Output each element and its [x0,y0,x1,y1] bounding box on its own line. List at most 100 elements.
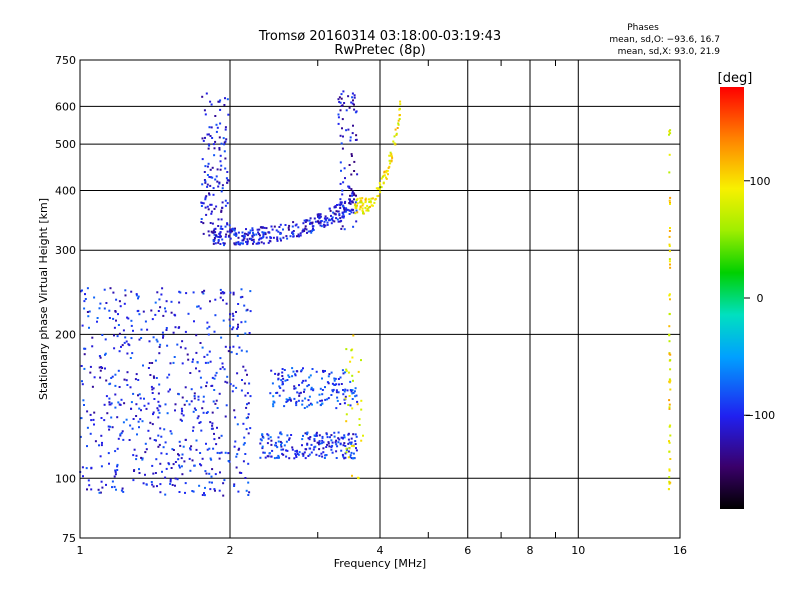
data-point [343,402,346,405]
data-point [86,488,88,491]
data-point [367,206,370,209]
data-point [199,307,202,310]
data-point [210,212,213,215]
data-point [103,307,106,310]
data-point [206,185,209,188]
data-point [162,446,165,449]
data-point [331,217,333,220]
data-point [224,415,227,418]
data-point [209,100,212,103]
data-point [344,177,346,180]
data-point [265,227,268,230]
data-point [214,489,216,492]
data-point [668,294,671,297]
data-point [219,367,222,370]
data-point [398,118,401,120]
data-point [98,491,101,494]
data-point [159,491,162,494]
data-point [80,365,83,367]
data-point [341,189,344,192]
data-point [379,188,381,191]
data-point [331,216,334,219]
data-point [188,403,191,406]
data-point [344,397,347,400]
data-point [203,179,206,181]
data-point [212,239,215,242]
data-point [191,459,194,462]
data-point [396,127,399,129]
data-point [323,217,326,220]
data-point [116,463,119,466]
data-point [123,302,126,305]
data-point [296,235,298,238]
data-point [135,293,138,296]
data-point [152,387,155,390]
data-point [277,230,280,233]
data-point [86,287,89,290]
data-point [111,426,114,429]
data-point [286,449,289,452]
data-point [335,407,338,410]
data-point [191,490,194,492]
data-point [261,433,264,436]
data-point [285,398,288,401]
data-point [341,127,343,130]
data-point [343,436,346,439]
data-point [669,298,671,301]
data-point [351,208,354,211]
y-tick-label: 600 [55,100,76,113]
data-point [133,469,136,472]
data-point [280,448,283,451]
data-point [197,415,200,418]
data-point [349,210,352,212]
data-point [360,408,363,411]
data-point [223,141,226,144]
data-point [298,384,300,387]
data-point [291,231,294,234]
data-point [220,210,223,213]
data-point [294,452,297,455]
data-point [347,95,350,98]
data-point [282,228,284,231]
data-point [152,411,155,414]
data-point [147,402,150,405]
data-point [132,454,135,457]
data-point [303,230,306,232]
data-point [355,447,357,450]
data-point [322,371,325,373]
data-point [342,135,344,138]
data-point [213,238,216,241]
data-point [668,235,671,238]
data-point [308,219,311,222]
data-point [224,126,227,129]
data-point [293,387,296,390]
data-point [197,305,200,308]
data-point [318,434,321,437]
data-point [349,194,351,197]
data-point [337,116,340,119]
data-point [273,225,276,228]
data-point [190,388,193,391]
data-point [270,225,273,228]
data-point [272,403,275,406]
data-point [242,460,245,463]
data-point [317,215,320,218]
data-point [303,407,306,409]
data-point [349,202,352,205]
data-point [355,209,358,212]
data-point [193,395,196,397]
data-point [367,198,370,201]
data-point [206,353,209,356]
data-point [125,418,128,421]
data-point [208,447,211,450]
data-point [668,130,671,133]
data-point [348,185,351,188]
data-point [217,239,220,241]
data-point [188,457,191,460]
data-point [247,462,250,465]
data-point [229,291,232,294]
data-point [282,377,285,380]
data-point [354,206,357,209]
data-point [285,449,288,452]
data-point [318,448,321,451]
